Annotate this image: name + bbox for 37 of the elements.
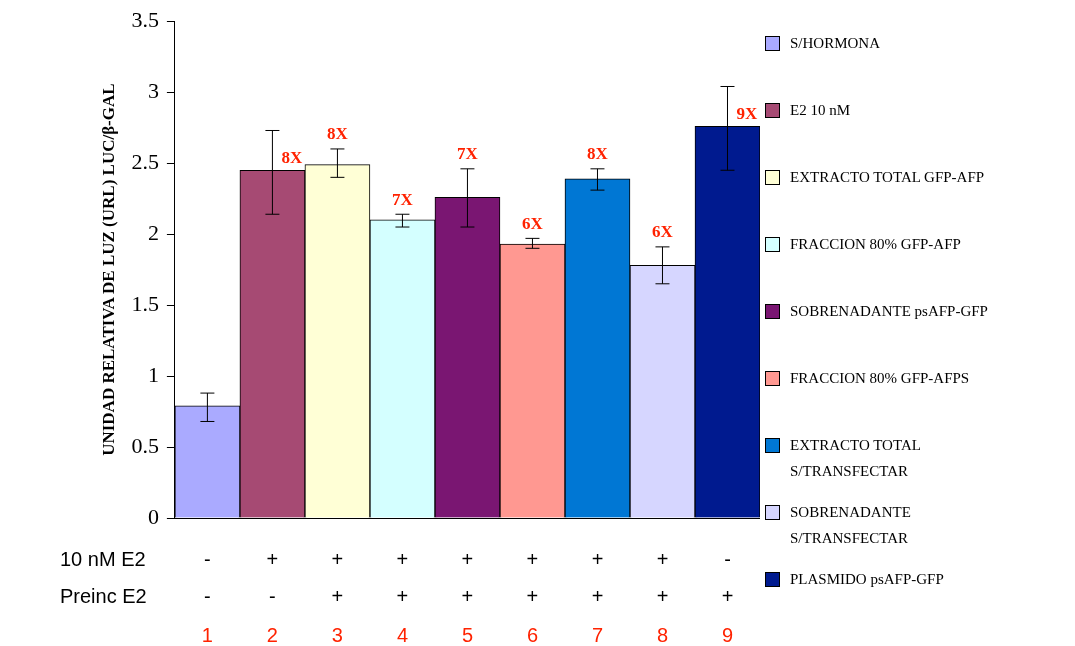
y-tick-label: 2 (147, 219, 159, 245)
legend-label: SOBRENADANTE S/TRANSFECTAR (790, 503, 912, 548)
x-tick-label: + + 8 (656, 547, 669, 646)
text: Preinc E2 (60, 584, 147, 607)
annotation: 8X (587, 144, 609, 164)
annotation: 8X (281, 147, 303, 167)
legend-label: EXTRACTO TOTAL GFP-AFP (790, 168, 985, 187)
y-tick-label: 0 (147, 503, 159, 529)
x-tick-label: + + 6 (526, 547, 539, 646)
legend-label: E2 10 nM (790, 101, 850, 120)
x-tick-label: + + 3 (331, 547, 344, 646)
y-tick-label: 2.5 (131, 148, 159, 174)
y-tick-label: 1 (147, 361, 159, 387)
annotation: 7X (392, 189, 414, 209)
x-tick-label: + + 4 (396, 547, 409, 646)
annotation: 7X (457, 144, 479, 164)
x-tick-label: + - 2 (266, 547, 279, 646)
y-tick-label: 0.5 (131, 432, 159, 458)
legend-label: FRACCION 80% GFP-AFPS (790, 369, 970, 388)
x-tick-label: + + 5 (461, 547, 474, 646)
y-tick-label: 3.5 (131, 6, 159, 32)
text: 10 nM E2 (60, 547, 146, 570)
x-tick-label: + + 7 (591, 547, 604, 646)
annotation: 9X (736, 103, 758, 123)
y-axis-title: UNIDAD RELATIVA DE LUZ (URL) LUC/β-GAL (98, 83, 118, 456)
legend-label: PLASMIDO psAFP-GFP (790, 570, 944, 589)
legend-label: SOBRENADANTE psAFP-GFP (790, 302, 988, 321)
annotation: 6X (522, 213, 544, 233)
y-tick-label: 1.5 (131, 290, 159, 316)
legend-label: EXTRACTO TOTAL S/TRANSFECTAR (790, 436, 922, 481)
x-tick-label: - + 9 (721, 547, 734, 646)
y-tick-label: 3 (147, 77, 159, 103)
x-tick-label: - - 1 (201, 547, 213, 646)
legend-label: S/HORMONA (790, 34, 881, 53)
annotation: 6X (652, 222, 674, 242)
legend-label: FRACCION 80% GFP-AFP (790, 235, 961, 254)
annotation: 8X (327, 124, 349, 144)
